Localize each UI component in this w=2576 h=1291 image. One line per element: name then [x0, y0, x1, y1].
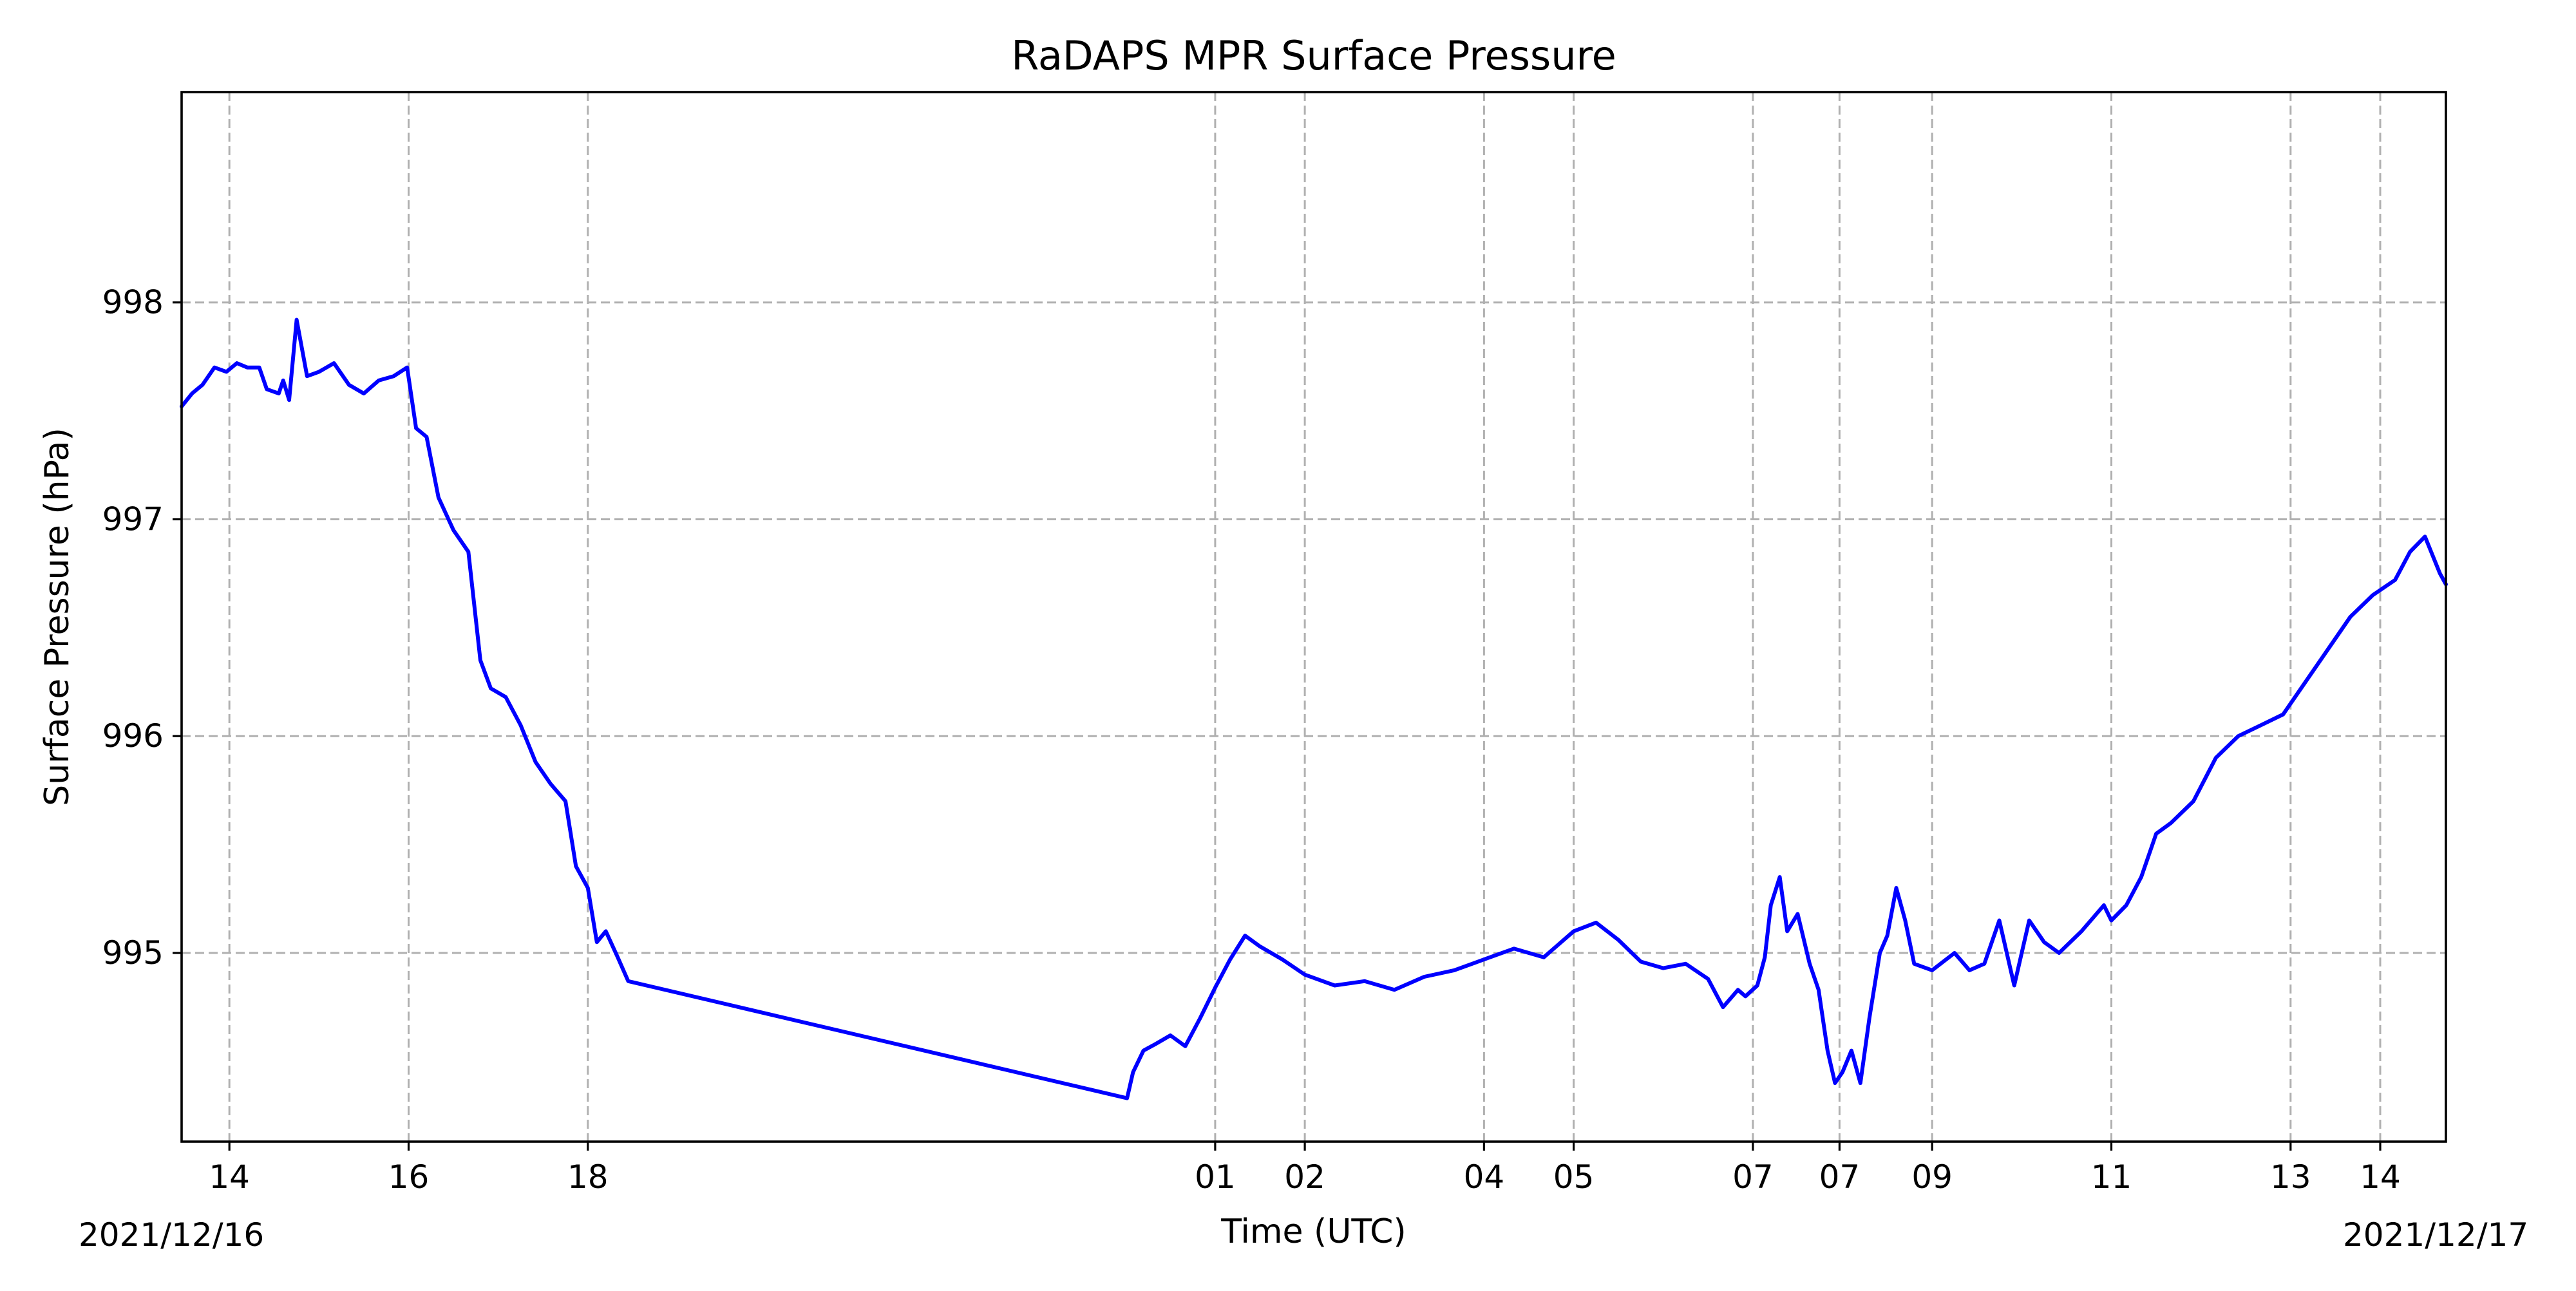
plot-frame — [180, 91, 2447, 1143]
x-tick-label: 09 — [1911, 1158, 1953, 1196]
series-layer — [180, 317, 2448, 1100]
x-tick-label: 16 — [388, 1158, 430, 1196]
x-tick-label: 05 — [1553, 1158, 1595, 1196]
y-tick-label: 996 — [102, 717, 164, 755]
x-tick-label: 02 — [1284, 1158, 1325, 1196]
chart-title: RaDAPS MPR Surface Pressure — [1011, 32, 1616, 79]
x-tick-label: 13 — [2270, 1158, 2311, 1196]
x-axis-label: Time (UTC) — [1220, 1212, 1406, 1251]
y-tick-label: 995 — [102, 934, 164, 972]
x-tick-label: 14 — [2360, 1158, 2401, 1196]
grid — [182, 92, 2446, 1142]
x-tick-label: 14 — [209, 1158, 250, 1196]
x-tick-label: 18 — [567, 1158, 609, 1196]
ticks: 14 16 18 01 02 04 05 07 07 09 11 13 14 995 996 997 998 — [102, 284, 2401, 1196]
y-tick-label: 997 — [102, 501, 164, 538]
x-tick-label: 01 — [1195, 1158, 1236, 1196]
x-tick-label: 04 — [1464, 1158, 1505, 1196]
date-start-label: 2021/12/16 — [79, 1216, 264, 1254]
x-tick-label: 07 — [1732, 1158, 1774, 1196]
y-axis-label: Surface Pressure (hPa) — [38, 428, 77, 806]
surface-pressure-line — [180, 317, 2448, 1100]
y-tick-label: 998 — [102, 284, 164, 321]
x-tick-label: 11 — [2091, 1158, 2132, 1196]
date-end-label: 2021/12/17 — [2343, 1216, 2528, 1254]
x-tick-label: 07 — [1819, 1158, 1861, 1196]
